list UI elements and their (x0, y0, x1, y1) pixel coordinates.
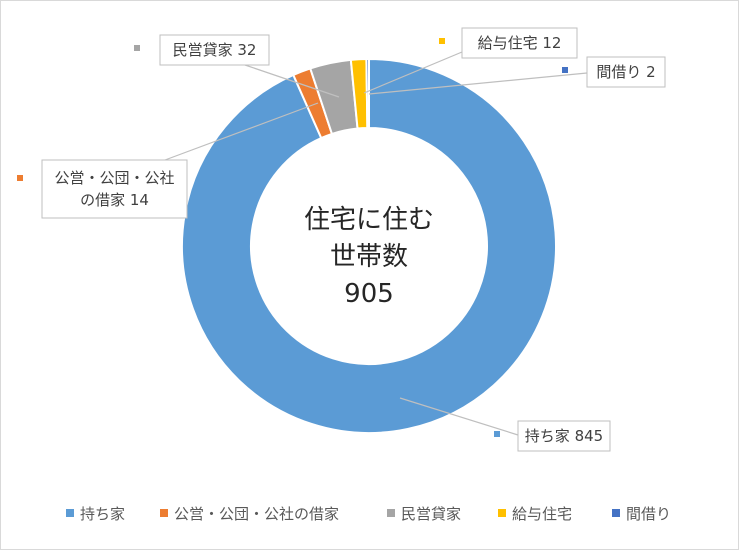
data-label-room-rental: 間借り 2 (596, 63, 655, 81)
data-label-employer-housing: 給与住宅 12 (478, 34, 562, 52)
leader-line-public-rental (164, 102, 319, 161)
legend-swatch-private-rental (387, 509, 395, 517)
legend-swatch-public-rental (160, 509, 168, 517)
label-marker-owned-home (494, 431, 500, 437)
legend-label-owned-home: 持ち家 (80, 505, 125, 523)
legend-label-private-rental: 民営貸家 (401, 505, 461, 523)
legend-swatch-room-rental (612, 509, 620, 517)
center-label-line: 住宅に住む (304, 205, 434, 235)
slice-owned-home (181, 57, 557, 434)
data-label-public-rental: 公営・公団・公社 (54, 169, 174, 187)
data-label-box-public-rental (41, 159, 188, 219)
leader-line-room-rental (368, 72, 588, 95)
center-label-line: 世帯数 (330, 242, 408, 272)
data-label-box-owned-home (517, 420, 611, 452)
leader-line-private-rental (244, 64, 340, 98)
slice-room-rental (365, 57, 370, 130)
leader-line-employer-housing (363, 51, 463, 94)
legend-label-employer-housing: 給与住宅 (512, 505, 572, 523)
legend-swatch-owned-home (66, 509, 74, 517)
data-label-box-employer-housing (461, 27, 578, 59)
label-marker-public-rental (17, 175, 23, 181)
label-marker-employer-housing (439, 38, 445, 44)
legend-swatch-employer-housing (498, 509, 506, 517)
data-label-box-private-rental (159, 34, 270, 66)
legend-label-room-rental: 間借り (626, 505, 671, 523)
data-label-public-rental: の借家 14 (80, 191, 149, 209)
data-label-private-rental: 民営貸家 32 (173, 41, 257, 59)
legend-label-public-rental: 公営・公団・公社の借家 (174, 505, 339, 523)
label-marker-private-rental (134, 45, 140, 51)
leader-line-owned-home (399, 397, 519, 436)
data-label-box-room-rental (586, 56, 666, 88)
center-label-line: 905 (344, 279, 394, 309)
label-marker-room-rental (562, 67, 568, 73)
data-label-owned-home: 持ち家 845 (525, 427, 603, 445)
